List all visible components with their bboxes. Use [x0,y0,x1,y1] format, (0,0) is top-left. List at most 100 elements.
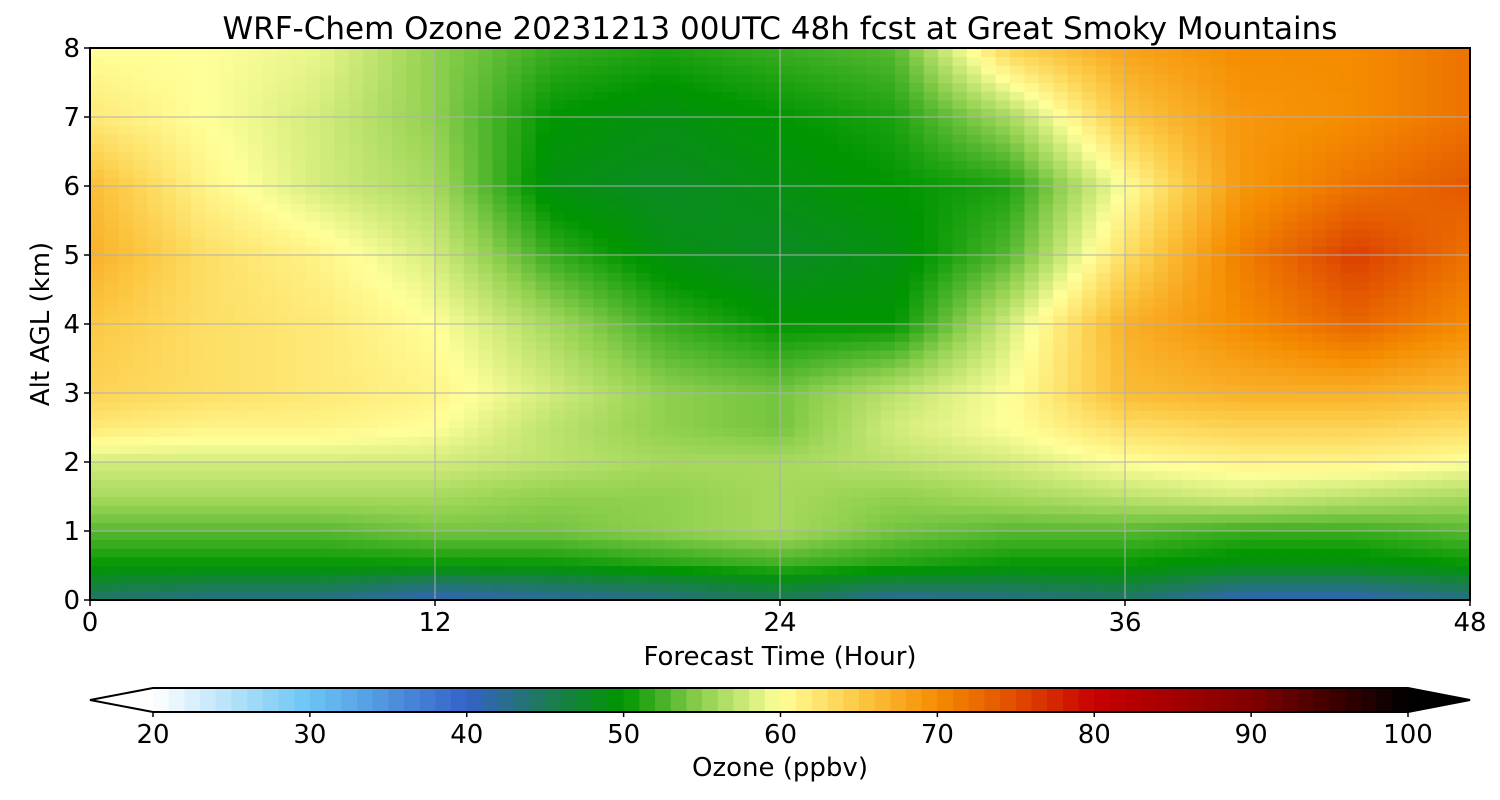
heat-cell [1182,272,1198,282]
heat-cell [837,505,853,515]
heat-cell [564,168,580,178]
heat-cell [593,522,609,532]
heat-cell [851,522,867,532]
heat-cell [636,160,652,170]
heat-cell [276,151,292,161]
heat-cell [478,375,494,385]
heat-cell [1081,479,1097,489]
heat-cell [1139,194,1155,204]
heat-cell [1254,513,1270,523]
heat-cell [334,358,350,368]
heat-cell [794,298,810,308]
heat-cell [449,332,465,342]
heat-cell [679,548,695,558]
heat-cell [1240,539,1255,549]
heat-cell [837,556,853,567]
heat-cell [348,367,364,377]
heat-cell [1254,453,1270,463]
heat-cell [1398,358,1414,368]
heat-cell [995,444,1011,454]
heat-cell [291,324,307,334]
heat-cell [435,280,450,291]
heat-cell [1268,280,1284,291]
heat-cell [966,203,982,213]
heat-cell [1297,341,1313,351]
heat-cell [564,436,580,446]
heat-cell [1211,280,1227,291]
heat-cell [1225,341,1241,351]
heat-cell [363,470,379,480]
heat-cell [1096,548,1112,558]
heat-cell [506,203,522,213]
heat-cell [1125,574,1140,584]
heat-cell [176,556,192,567]
heat-cell [90,151,105,161]
heat-cell [895,211,910,222]
heat-cell [391,513,407,523]
heat-cell [104,531,120,541]
heat-cell [291,177,307,187]
heat-cell [895,272,910,282]
heat-cell [665,194,680,204]
heat-cell [780,531,795,541]
heat-cell [1311,194,1327,204]
heat-cell [1125,151,1140,161]
heat-cell [981,436,997,446]
heat-cell [1067,306,1083,316]
heat-cell [161,401,177,411]
heat-cell [1326,237,1342,247]
heat-cell [995,548,1011,558]
heat-cell [1038,565,1054,575]
heat-cell [276,341,292,351]
heat-cell [1268,306,1284,316]
heat-cell [1096,220,1112,230]
heat-cell [1182,289,1198,299]
heat-cell [133,513,149,523]
heat-cell [1398,418,1414,429]
heat-cell [578,263,594,273]
heat-cell [1038,487,1054,498]
heat-cell [463,194,479,204]
heat-cell [377,298,393,308]
heat-cell [478,574,494,584]
heat-cell [923,410,939,420]
heat-cell [1268,246,1284,256]
heat-cell [1067,151,1083,161]
heat-cell [679,306,695,316]
heat-cell [1326,531,1342,541]
heat-cell [780,298,795,308]
heat-cell [1455,289,1470,299]
heat-cell [1297,246,1313,256]
heat-cell [147,324,163,334]
heat-cell [334,513,350,523]
heat-cell [118,496,134,506]
heat-cell [880,367,896,377]
heat-cell [722,358,738,368]
heat-cell [823,255,839,265]
heat-cell [1383,496,1399,506]
heat-cell [736,479,752,489]
heat-cell [435,496,450,506]
heat-cell [190,470,206,480]
heat-cell [952,358,968,368]
heat-cell [1024,462,1040,472]
heat-cell [1383,505,1399,515]
heat-cell [1441,539,1457,549]
heat-cell [176,582,192,592]
heat-cell [1038,375,1054,385]
heat-cell [851,168,867,178]
heat-cell [1254,186,1270,196]
heat-cell [535,168,551,178]
heat-cell [334,556,350,567]
heat-cell [607,186,623,196]
heat-cell [305,160,321,170]
heat-cell [521,177,537,187]
heat-cell [823,582,839,592]
heat-cell [1398,393,1414,403]
heat-cell [1254,237,1270,247]
heat-cell [679,444,695,454]
heat-cell [808,263,824,273]
heat-cell [593,582,609,592]
heat-cell [233,410,249,420]
heat-cell [938,436,954,446]
